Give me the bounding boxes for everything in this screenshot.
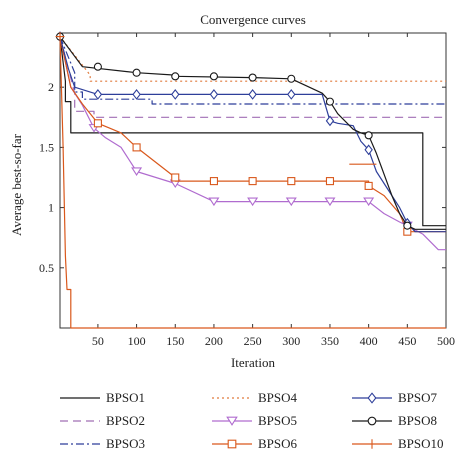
data-point-bpso8 [171,72,180,81]
data-point-bpso7 [132,89,141,100]
x-tick-label: 50 [92,334,104,348]
chart-title: Convergence curves [200,12,306,27]
data-point-bpso10 [55,32,65,42]
data-point-bpso7 [364,144,373,156]
data-point-bpso6 [364,181,373,190]
x-tick-label: 250 [244,334,262,348]
legend-marker-bpso7 [367,392,377,404]
data-point-bpso6 [287,177,296,186]
y-axis-label: Average best-so-far [9,133,24,236]
y-tick-label: 2 [48,80,54,94]
legend-marker-bpso6 [227,439,237,449]
data-point-bpso5 [247,197,259,207]
legend-label-bpso5: BPSO5 [258,413,297,428]
plot-area: 50 100 150 200 250 300 350 400 450 500 0.5 1 1.5 2 [39,31,455,348]
data-point-bpso8 [132,68,141,77]
data-point-bpso6 [93,119,102,128]
data-point-bpso5 [363,197,375,207]
legend-marker-bpso5 [226,416,238,426]
legend: BPSO1 BPSO2 BPSO3 BPSO4 BPSO5 BPSO6 BPSO7 BPSO8… [60,390,444,451]
data-point-bpso8 [364,131,373,140]
legend-label-bpso8: BPSO8 [398,413,437,428]
data-point-bpso8 [403,221,412,230]
legend-label-bpso7: BPSO7 [398,390,438,405]
data-point-bpso6 [248,177,257,186]
data-point-bpso7 [325,115,335,127]
x-tick-label: 100 [128,334,146,348]
series-line-bpso2 [59,36,446,118]
data-point-bpso7 [248,89,257,100]
series-line-bpso5 [59,36,446,251]
data-point-bpso7 [93,89,103,100]
series-line-bpso3 [59,36,446,105]
data-point-bpso8 [209,72,218,81]
legend-label-bpso3: BPSO3 [106,436,145,451]
data-point-bpso8 [287,74,296,83]
x-tick-label: 450 [398,334,416,348]
x-axis-label: Iteration [231,355,276,370]
legend-label-bpso4: BPSO4 [258,390,298,405]
data-point-bpso6 [209,177,218,186]
legend-label-bpso1: BPSO1 [106,390,145,405]
series-line-bpso1 [59,36,446,227]
data-point-bpso7 [171,89,180,100]
x-tick-label: 500 [437,334,455,348]
data-point-bpso5 [285,197,297,207]
data-point-bpso5 [131,167,143,176]
data-point-bpso6 [171,173,180,182]
legend-label-bpso2: BPSO2 [106,413,145,428]
data-point-bpso5 [208,197,220,207]
y-tick-label: 1 [48,201,54,215]
series-line-bpso7 [59,36,446,233]
data-point-bpso6 [325,177,335,186]
data-point-bpso8 [325,97,335,106]
legend-marker-bpso8 [367,416,377,426]
legend-label-bpso10: BPSO10 [398,436,444,451]
y-tick-label: 1.5 [39,140,54,154]
series-line-bpso10 [59,36,446,329]
x-tick-label: 150 [166,334,184,348]
data-point-bpso7 [287,89,296,100]
y-tick-label: 0.5 [39,261,54,275]
x-tick-label: 300 [282,334,300,348]
x-tick-label: 200 [205,334,223,348]
data-point-bpso6 [132,143,141,152]
data-point-bpso8 [93,62,102,71]
series-line-bpso4 [59,36,446,82]
legend-marker-bpso10 [367,439,377,449]
legend-label-bpso6: BPSO6 [258,436,298,451]
data-point-bpso7 [209,89,219,100]
data-point-bpso5 [324,197,336,207]
data-point-bpso8 [248,73,257,82]
x-tick-label: 350 [321,334,339,348]
x-tick-label: 400 [360,334,378,348]
